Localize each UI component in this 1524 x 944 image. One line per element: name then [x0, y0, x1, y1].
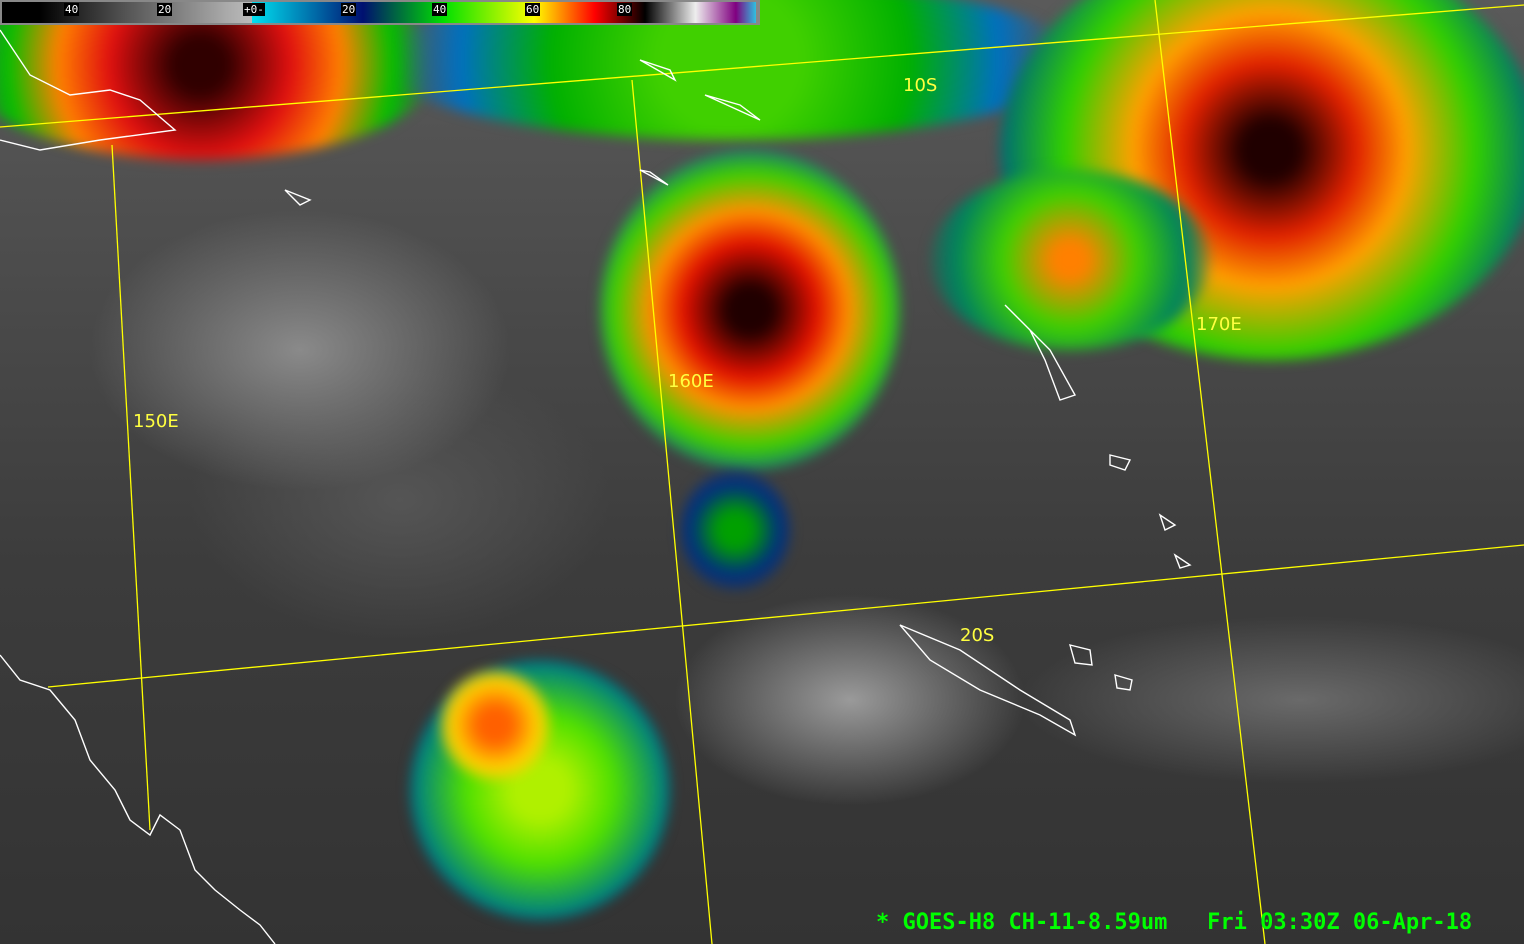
colorbar-tick: 80 — [617, 3, 633, 16]
coastline-australia — [0, 654, 276, 944]
cloud-region-central — [600, 150, 900, 470]
caption-source: * GOES-H8 CH-11-8.59um — [876, 910, 1168, 935]
coastline-solomon — [639, 59, 761, 186]
coastline-islands — [284, 189, 1192, 691]
colorbar-tick: 40 — [432, 3, 448, 16]
coastline-new-caledonia — [899, 624, 1077, 737]
cloud-region-north-west — [0, 0, 440, 160]
colorbar-tick: +0- — [243, 3, 265, 16]
latitude-line-10s — [0, 4, 1524, 128]
longitude-line-160e — [631, 79, 713, 944]
cloud-region-small — [680, 470, 790, 590]
coastline-papua — [0, 29, 177, 151]
coastline-vanuatu — [1004, 304, 1077, 401]
colorbar-tick: 40 — [64, 3, 80, 16]
grid-label-170e: 170E — [1196, 314, 1242, 335]
grid-label-10s: 10S — [903, 75, 938, 96]
colorbar-tick: 20 — [157, 3, 173, 16]
colorbar-tick: 60 — [525, 3, 541, 16]
color-scale-bar: 40 20 +0- 20 40 60 80 — [0, 0, 760, 25]
longitude-line-150e — [111, 144, 151, 831]
cloud-region-east — [930, 170, 1210, 350]
colorbar-tick: 20 — [341, 3, 357, 16]
grid-label-160e: 160E — [668, 371, 714, 392]
longitude-line-170e — [1154, 0, 1266, 944]
caption-timestamp: Fri 03:30Z 06-Apr-18 — [1207, 910, 1473, 935]
grid-label-150e: 150E — [133, 411, 179, 432]
cloud-region-south-core — [440, 670, 550, 780]
image-caption: * GOES-H8 CH-11-8.59um Fri 03:30Z 06-Apr… — [876, 910, 1472, 935]
grid-label-20s: 20S — [960, 625, 995, 646]
latitude-line-20s — [47, 544, 1524, 688]
